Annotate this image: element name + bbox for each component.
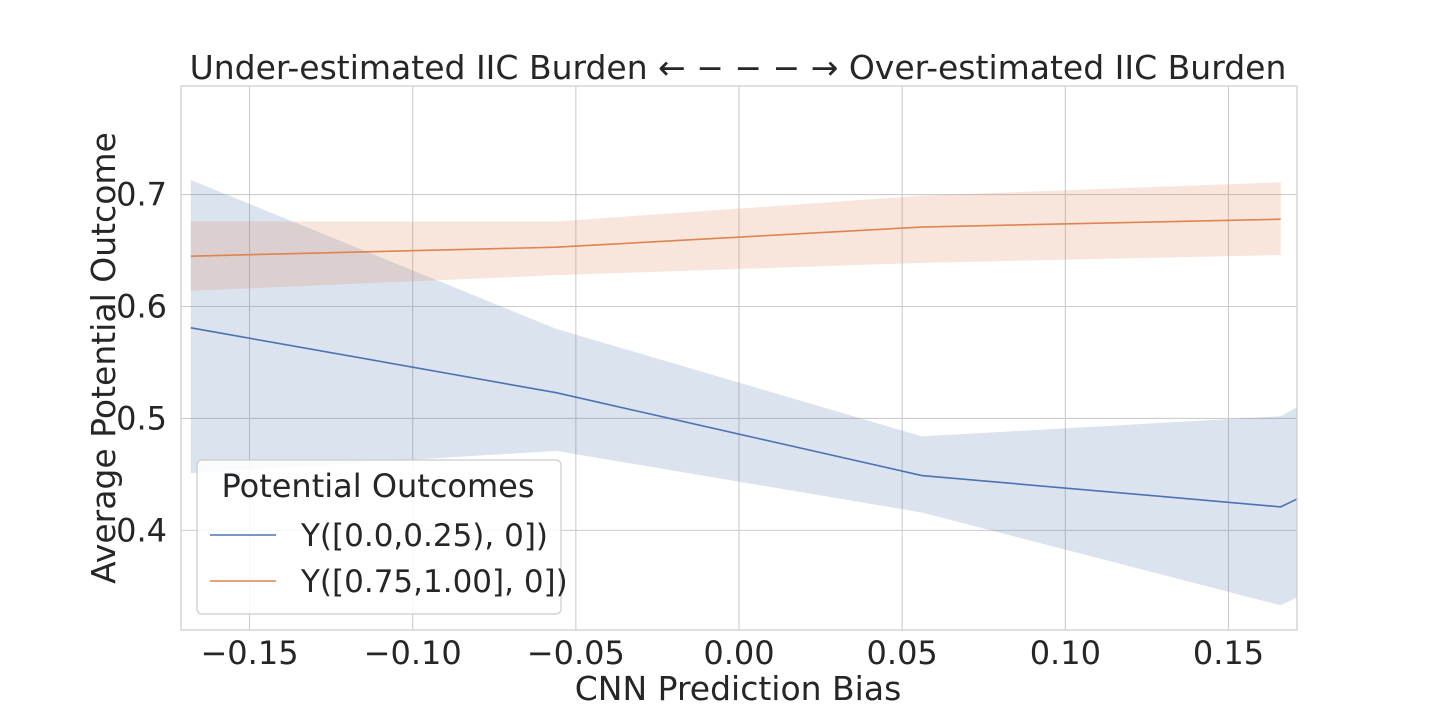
confidence-band-series-0 bbox=[190, 180, 1297, 606]
x-tick-label: 0.15 bbox=[1193, 634, 1264, 672]
y-tick-labels: 0.4 0.5 0.6 0.7 bbox=[116, 176, 167, 550]
y-tick-label: 0.4 bbox=[116, 511, 167, 549]
x-tick-label: −0.15 bbox=[200, 634, 298, 672]
grid bbox=[181, 86, 1297, 630]
y-tick-label: 0.6 bbox=[116, 288, 167, 326]
y-tick-label: 0.5 bbox=[116, 399, 167, 437]
legend-label-series-1: Y([0.75,1.00], 0]) bbox=[300, 564, 568, 600]
legend: Potential Outcomes Y([0.0,0.25), 0]) Y([… bbox=[196, 459, 568, 615]
chart-title: Under-estimated IIC Burden ← − − − → Ove… bbox=[190, 48, 1287, 87]
x-tick-label: −0.05 bbox=[527, 634, 625, 672]
series-line-1 bbox=[190, 218, 1281, 257]
legend-title: Potential Outcomes bbox=[221, 467, 534, 505]
x-tick-label: 0.00 bbox=[703, 634, 774, 672]
series-lines bbox=[190, 218, 1297, 508]
series-line-0 bbox=[190, 326, 1297, 508]
x-axis-label: CNN Prediction Bias bbox=[575, 669, 902, 708]
y-axis-label: Average Potential Outcome bbox=[84, 132, 123, 584]
legend-label-series-0: Y([0.0,0.25), 0]) bbox=[300, 518, 548, 554]
x-tick-labels: −0.15 −0.10 −0.05 0.00 0.05 0.10 0.15 bbox=[200, 634, 1264, 672]
legend-box bbox=[196, 459, 562, 615]
plot-frame bbox=[180, 85, 1298, 631]
y-tick-label: 0.7 bbox=[116, 176, 167, 214]
x-tick-label: 0.10 bbox=[1030, 634, 1101, 672]
x-tick-label: 0.05 bbox=[867, 634, 938, 672]
x-tick-label: −0.10 bbox=[364, 634, 462, 672]
